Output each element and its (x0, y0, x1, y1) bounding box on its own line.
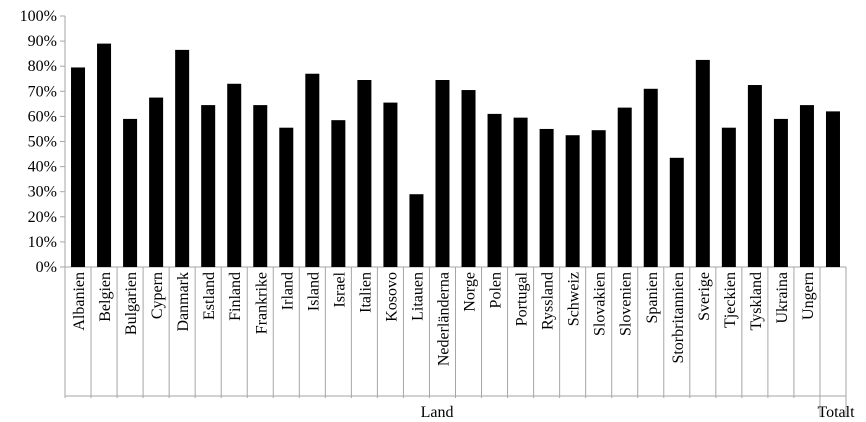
bar-bulgarien (123, 118, 138, 267)
x-tick-label: Irland (279, 272, 296, 310)
x-tick-label: Israel (331, 271, 348, 307)
x-tick-label: Ryssland (540, 272, 557, 330)
y-tick-label: 90% (28, 33, 57, 50)
x-tick-label: Schweiz (566, 272, 583, 326)
bar-ukraina (773, 118, 788, 267)
y-tick-label: 40% (28, 159, 57, 176)
bar-israel (331, 120, 346, 267)
x-tick-label: Polen (488, 272, 505, 308)
x-tick-label: Ungern (800, 272, 817, 320)
x-tick-label: Danmark (175, 272, 192, 332)
bar-ryssland (539, 128, 554, 267)
bar-cypern (149, 97, 164, 267)
bar-totalt (825, 111, 840, 267)
x-tick-label: Albanien (71, 272, 88, 331)
bar-spanien (643, 88, 658, 267)
y-tick-label: 20% (28, 209, 57, 226)
bar-norge (461, 90, 476, 267)
bar-slovenien (617, 107, 632, 268)
bar-polen (487, 113, 502, 267)
y-tick-label: 10% (28, 234, 57, 251)
y-tick-label: 80% (28, 58, 57, 75)
bar-albanien (71, 67, 86, 267)
bar-nederländerna (435, 80, 450, 267)
y-axis-ticks: 0% 10% 20% 30% 40% 50% 60% 70% 80% 90% 100% (20, 8, 65, 276)
y-tick-label: 30% (28, 184, 57, 201)
x-tick-label: Tjeckien (722, 272, 739, 328)
bar-italien (357, 80, 372, 267)
x-tick-label: Storbritannien (670, 272, 687, 364)
y-tick-label: 100% (20, 8, 57, 25)
bar-litauen (409, 194, 424, 267)
y-tick-label: 50% (28, 134, 57, 151)
bar-belgien (97, 43, 112, 267)
bar-frankrike (253, 105, 268, 267)
x-tick-label: Cypern (149, 272, 166, 319)
x-tick-label: Frankrike (253, 272, 270, 334)
x-tick-label: Estland (201, 272, 218, 320)
x-tick-label: Finland (227, 272, 244, 321)
axes (64, 16, 847, 417)
y-tick-label: 0% (36, 259, 57, 276)
bar-finland (227, 83, 242, 268)
x-tick-label: Sverige (696, 272, 713, 321)
x-tick-label: Kosovo (383, 272, 400, 322)
x-tick-label: Norge (462, 272, 479, 312)
x-tick-label: Litauen (409, 272, 426, 321)
x-tick-label: Portugal (514, 271, 531, 326)
x-tick-label: Bulgarien (123, 272, 140, 335)
group-label-land: Land (421, 404, 454, 421)
x-tick-label: Spanien (644, 272, 661, 324)
x-tick-label: Belgien (97, 272, 114, 322)
bar-sverige (695, 59, 710, 267)
bar-portugal (513, 117, 528, 267)
bar-ungern (799, 105, 814, 267)
bar-kosovo (383, 102, 398, 267)
x-tick-label: Island (305, 272, 322, 311)
bar-danmark (175, 49, 190, 268)
x-tick-label: Nederländerna (435, 272, 452, 366)
bar-schweiz (565, 135, 580, 267)
bar-tjeckien (721, 127, 736, 267)
bar-tyskland (747, 85, 762, 268)
bars (71, 43, 840, 268)
bar-slovakien (591, 130, 606, 267)
x-axis-group-labels: Land Totalt (421, 404, 856, 421)
bar-estland (201, 105, 216, 267)
x-tick-label: Tyskland (748, 272, 765, 330)
x-tick-label: Slovenien (618, 272, 635, 336)
group-label-total: Totalt (817, 404, 855, 421)
y-tick-label: 70% (28, 83, 57, 100)
x-tick-label: Ukraina (774, 272, 791, 324)
x-tick-label: Slovakien (592, 272, 609, 336)
x-tick-label: Italien (357, 272, 374, 313)
bar-storbritannien (669, 157, 684, 267)
x-axis-category-labels: Albanien Belgien Bulgarien Cypern Danmark Est… (71, 271, 817, 366)
bar-island (305, 73, 320, 267)
y-tick-label: 60% (28, 108, 57, 125)
bar-irland (279, 127, 294, 267)
